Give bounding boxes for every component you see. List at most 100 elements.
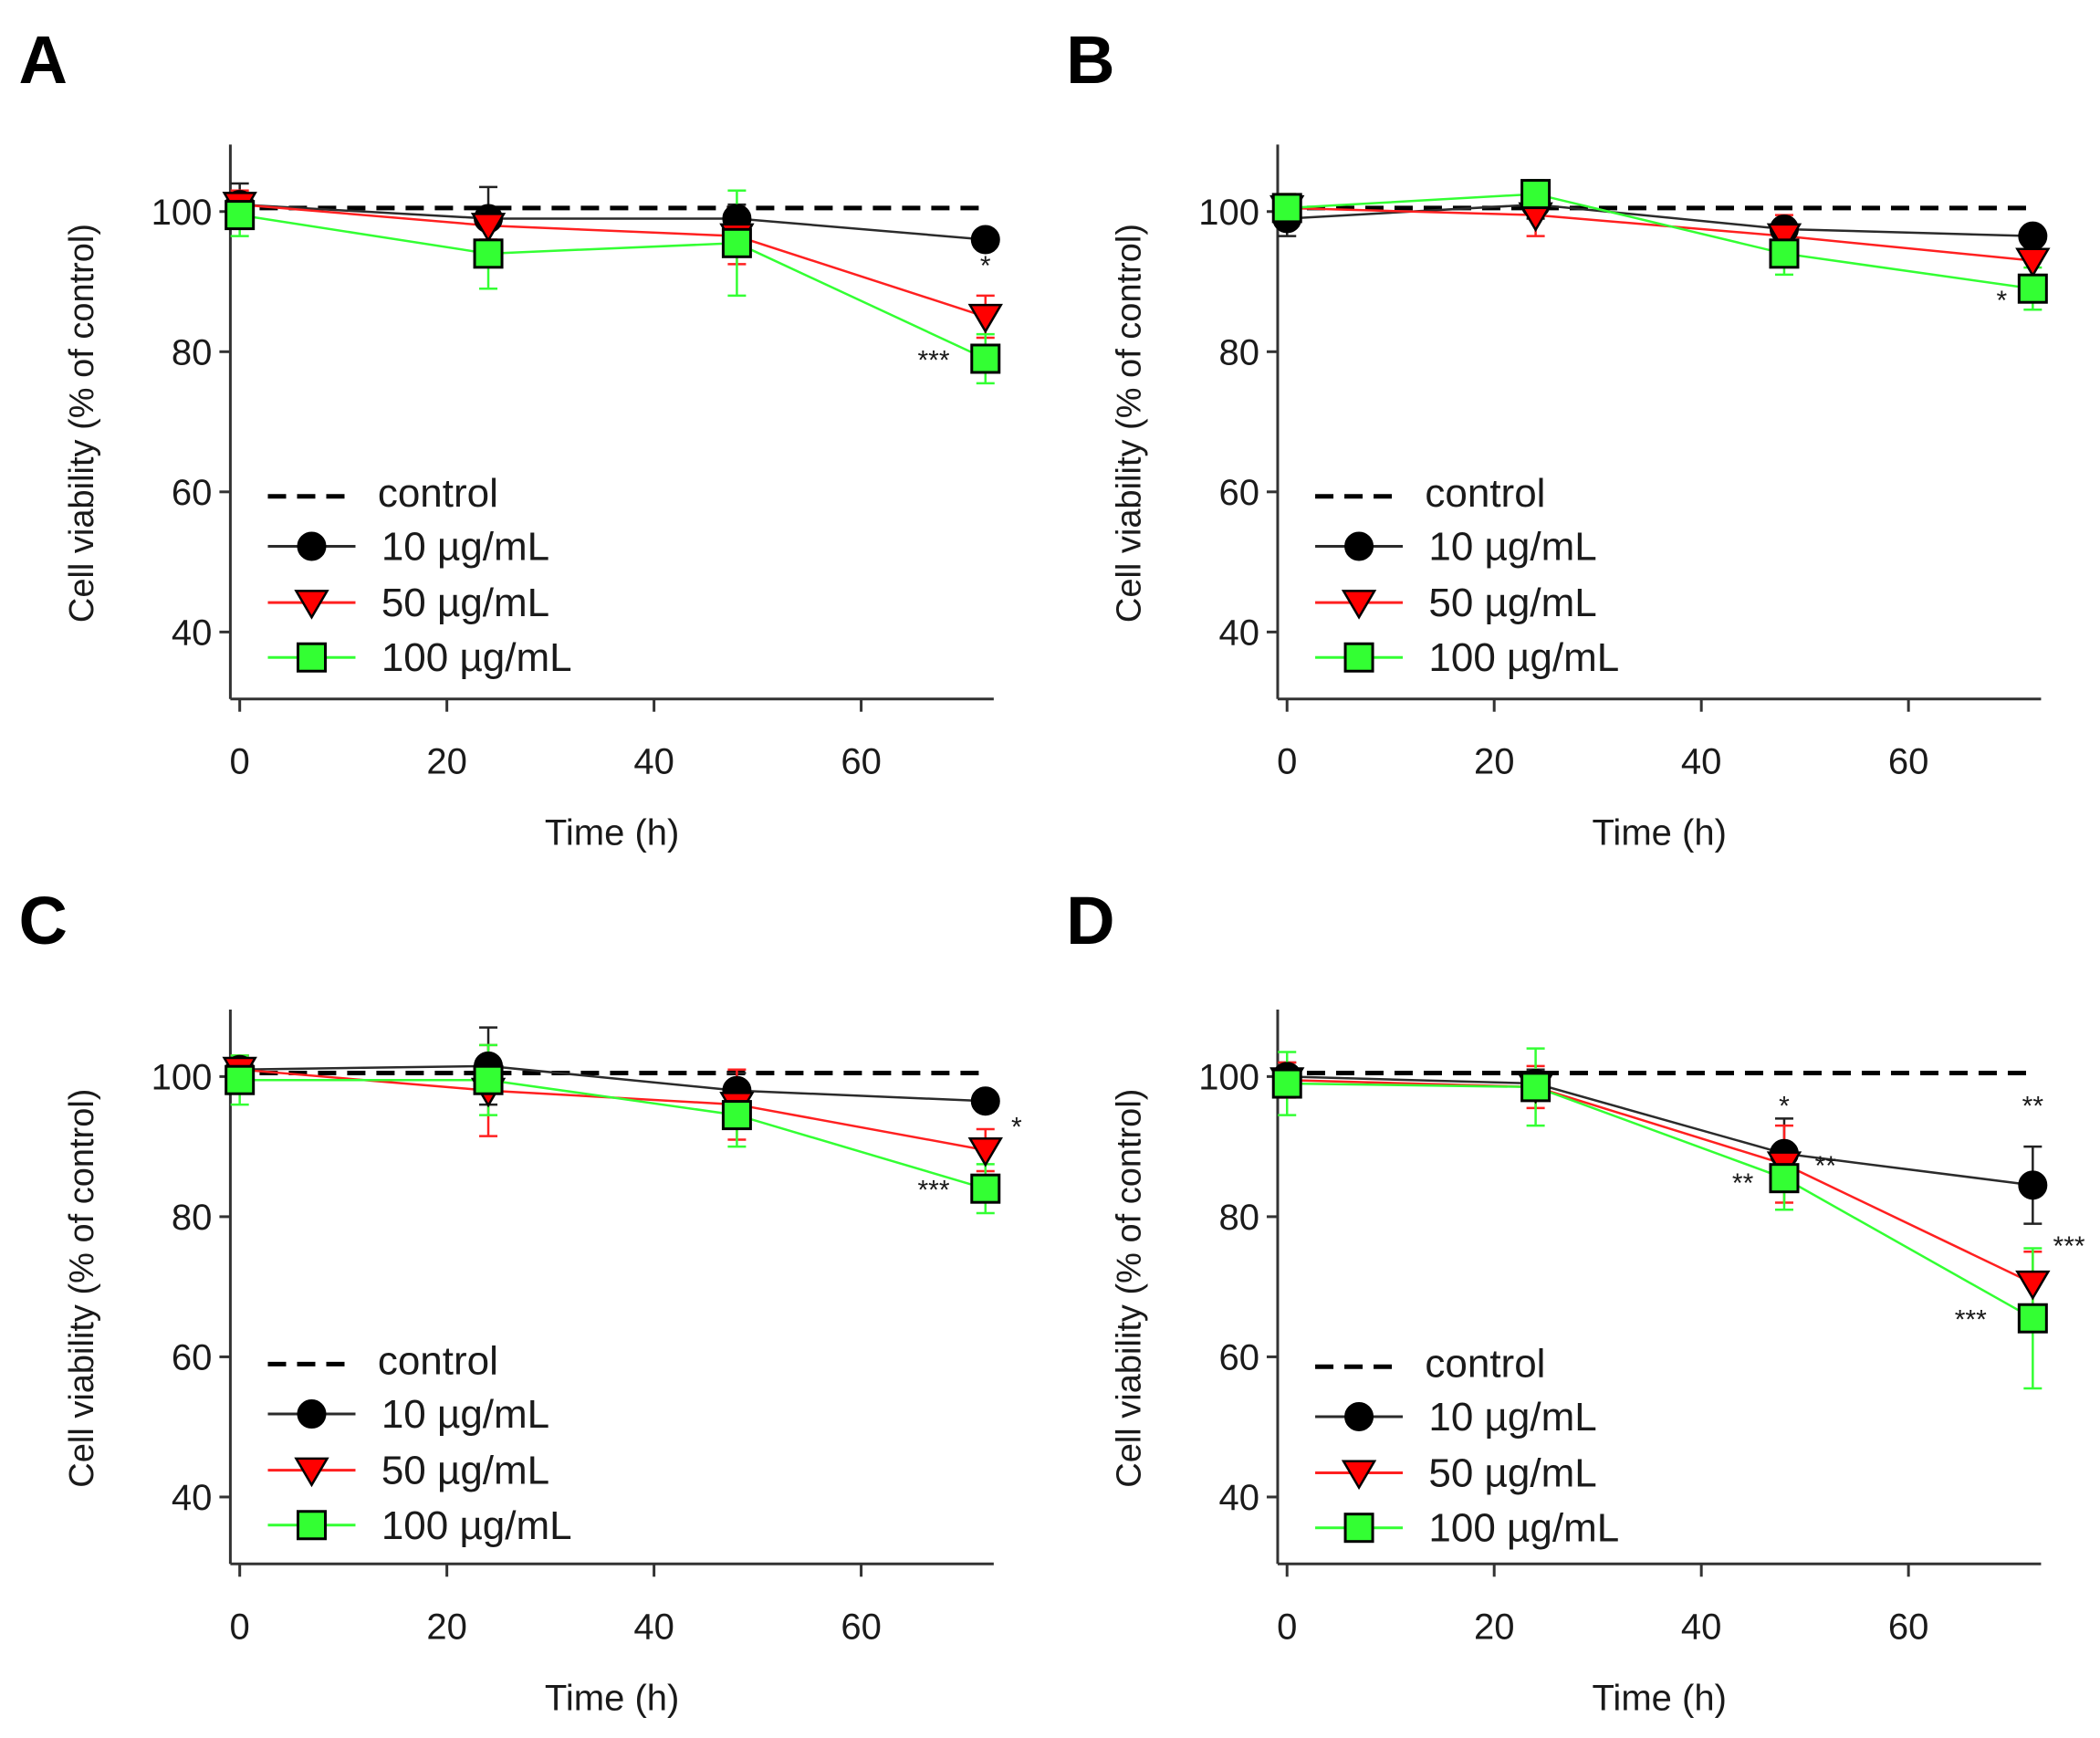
x-tick-label: 40: [1681, 1607, 1722, 1647]
legend-item-s50: 50 µg/mL: [1315, 581, 1597, 625]
x-tick-label: 20: [1474, 1607, 1515, 1647]
significance-label: *: [1996, 286, 2007, 316]
panel-d: D 40 60 80 100 0 20 40 60 Time (h) Cell viability …: [1066, 883, 2085, 1718]
marker-square: [1520, 1072, 1551, 1103]
y-tick-label: 80: [1218, 332, 1259, 372]
panel-b: B 40 60 80 100 0 20 40 60 Time (h) Cell viability …: [1066, 22, 2051, 853]
legend-item-s50: 50 µg/mL: [267, 1449, 549, 1493]
marker-square: [1271, 1068, 1302, 1099]
marker-circle: [1344, 531, 1374, 561]
x-tick-label: 60: [1888, 742, 1929, 782]
marker-square: [1769, 1163, 1800, 1194]
panel-letter: D: [1066, 883, 1114, 958]
legend-label: 100 µg/mL: [381, 1503, 572, 1548]
series-line-s10: [1287, 1075, 2033, 1187]
significance-label: **: [2022, 1092, 2044, 1122]
marker-triangle: [1766, 223, 1802, 254]
marker-triangle: [2015, 1270, 2051, 1301]
marker-square: [1520, 179, 1551, 210]
marker-square: [1271, 193, 1302, 224]
x-axis-title: Time (h): [1592, 813, 1726, 853]
legend-label: 10 µg/mL: [1428, 524, 1596, 569]
y-tick-label: 40: [1218, 1478, 1259, 1518]
legend-item-s100: 100 µg/mL: [267, 635, 572, 680]
significance-label: *: [980, 251, 991, 281]
x-tick-label: 60: [841, 742, 882, 782]
marker-triangle: [967, 303, 1003, 334]
marker-square: [2017, 1303, 2048, 1334]
marker-triangle: [294, 590, 329, 620]
legend-item-s50: 50 µg/mL: [267, 581, 549, 625]
legend-label: 10 µg/mL: [381, 524, 549, 569]
marker-square: [721, 227, 752, 258]
marker-square: [473, 1064, 504, 1095]
marker-square: [721, 1100, 752, 1131]
marker-square: [296, 642, 327, 673]
y-tick-label: 80: [172, 332, 213, 372]
marker-triangle: [1341, 590, 1377, 620]
legend-item-control: control: [267, 1338, 498, 1383]
x-tick-label: 0: [230, 1607, 250, 1647]
series-line-s50: [1287, 1078, 2033, 1284]
series-line-s100: [239, 1078, 987, 1190]
marker-square: [970, 343, 1001, 374]
legend-label: 50 µg/mL: [381, 1449, 549, 1493]
x-tick-label: 20: [426, 742, 467, 782]
panel-letter: B: [1066, 22, 1114, 98]
y-tick-label: 40: [172, 1478, 213, 1518]
x-tick-label: 20: [426, 1607, 467, 1647]
series-line-s10: [239, 1064, 986, 1103]
legend-label: control: [1425, 471, 1545, 516]
significance-label: ***: [1955, 1305, 1987, 1335]
legend-label: 100 µg/mL: [1428, 1506, 1619, 1551]
significance-label: ***: [2053, 1231, 2085, 1262]
marker-triangle: [967, 1136, 1003, 1167]
y-axis-title: Cell viability (% of control): [1111, 1089, 1149, 1488]
legend-item-s100: 100 µg/mL: [1315, 635, 1619, 680]
significance-label: ***: [918, 345, 950, 375]
x-tick-label: 60: [841, 1607, 882, 1647]
panel-c: C 40 60 80 100 0 20 40 60 Time (h) Cell viability …: [19, 883, 1022, 1718]
marker-circle: [2018, 1170, 2048, 1200]
y-axis-title: Cell viability (% of control): [1111, 224, 1149, 623]
x-tick-label: 60: [1888, 1607, 1929, 1647]
y-tick-label: 60: [1218, 1337, 1259, 1377]
significance-label: *: [1779, 1092, 1790, 1122]
marker-circle: [2018, 221, 2048, 251]
y-tick-label: 60: [172, 473, 213, 513]
legend-label: control: [1425, 1341, 1545, 1386]
marker-square: [296, 1510, 327, 1541]
marker-circle: [297, 1399, 327, 1429]
marker-circle: [970, 225, 1000, 255]
y-tick-label: 80: [1218, 1198, 1259, 1238]
x-axis-title: Time (h): [545, 813, 679, 853]
panel-letter: A: [19, 22, 68, 98]
significance-label: *: [1011, 1113, 1022, 1143]
x-tick-label: 0: [1277, 1607, 1297, 1647]
series-line-s100: [1287, 1082, 2033, 1320]
marker-triangle: [470, 213, 507, 243]
marker-square: [473, 238, 504, 269]
marker-square: [2017, 273, 2048, 304]
marker-circle: [297, 531, 327, 561]
y-tick-label: 100: [1198, 193, 1259, 233]
legend-item-control: control: [267, 471, 498, 516]
legend-label: control: [378, 471, 498, 516]
legend-item-s10: 10 µg/mL: [267, 1392, 549, 1437]
x-tick-label: 40: [633, 742, 674, 782]
legend-label: 50 µg/mL: [1428, 581, 1596, 625]
legend-label: 50 µg/mL: [381, 581, 549, 625]
y-tick-label: 40: [172, 612, 213, 653]
x-tick-label: 0: [1277, 742, 1297, 782]
marker-square: [225, 1064, 256, 1095]
marker-square: [225, 200, 256, 231]
panel-a: A 40 60 80 100 0 20 40 60 Time (h) Cell viability …: [19, 22, 1003, 853]
y-axis-title: Cell viability (% of control): [63, 224, 101, 623]
y-tick-label: 60: [172, 1337, 213, 1377]
legend-label: 50 µg/mL: [1428, 1451, 1596, 1496]
legend-item-s100: 100 µg/mL: [267, 1503, 572, 1548]
y-axis-title: Cell viability (% of control): [63, 1089, 101, 1488]
marker-square: [1343, 642, 1374, 673]
marker-square: [1343, 1513, 1374, 1544]
panel-letter: C: [19, 883, 68, 958]
